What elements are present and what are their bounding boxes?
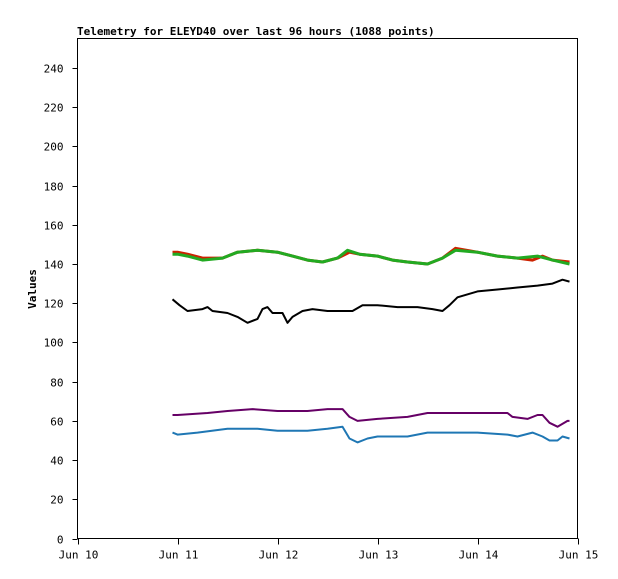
y-tick-label: 100 — [44, 337, 64, 350]
x-tick-label: Jun 12 — [259, 549, 299, 562]
plot-frame — [77, 38, 578, 539]
y-tick-label: 120 — [44, 298, 64, 311]
y-axis-label: Values — [26, 269, 39, 309]
x-axis: Jun 10 Jun 11 Jun 12 Jun 13 Jun 14 Jun 15 — [59, 538, 599, 562]
y-tick-label: 240 — [44, 63, 64, 76]
y-tick-label: 80 — [50, 377, 63, 390]
x-tick-label: Jun 15 — [559, 549, 599, 562]
y-tick-label: 160 — [44, 220, 64, 233]
series-line-2 — [171, 278, 570, 324]
chart-title: Telemetry for ELEYD40 over last 96 hours… — [77, 25, 435, 38]
y-axis: 0 20 40 60 80 100 120 140 160 180 200 220 240 — [44, 63, 78, 547]
y-tick-label: 20 — [50, 494, 63, 507]
series-line-4 — [172, 425, 570, 444]
series-group — [171, 246, 570, 444]
y-tick-label: 140 — [44, 259, 64, 272]
x-tick-label: Jun 13 — [359, 549, 399, 562]
series-line-1 — [172, 248, 570, 266]
y-tick-label: 40 — [50, 455, 63, 468]
y-tick-label: 60 — [50, 416, 63, 429]
x-tick-label: Jun 14 — [459, 549, 499, 562]
x-tick-label: Jun 11 — [159, 549, 199, 562]
series-line-3 — [172, 408, 570, 428]
y-tick-label: 180 — [44, 181, 64, 194]
y-tick-label: 0 — [57, 534, 64, 547]
y-tick-label: 220 — [44, 102, 64, 115]
x-tick-label: Jun 10 — [59, 549, 99, 562]
y-tick-label: 200 — [44, 141, 64, 154]
